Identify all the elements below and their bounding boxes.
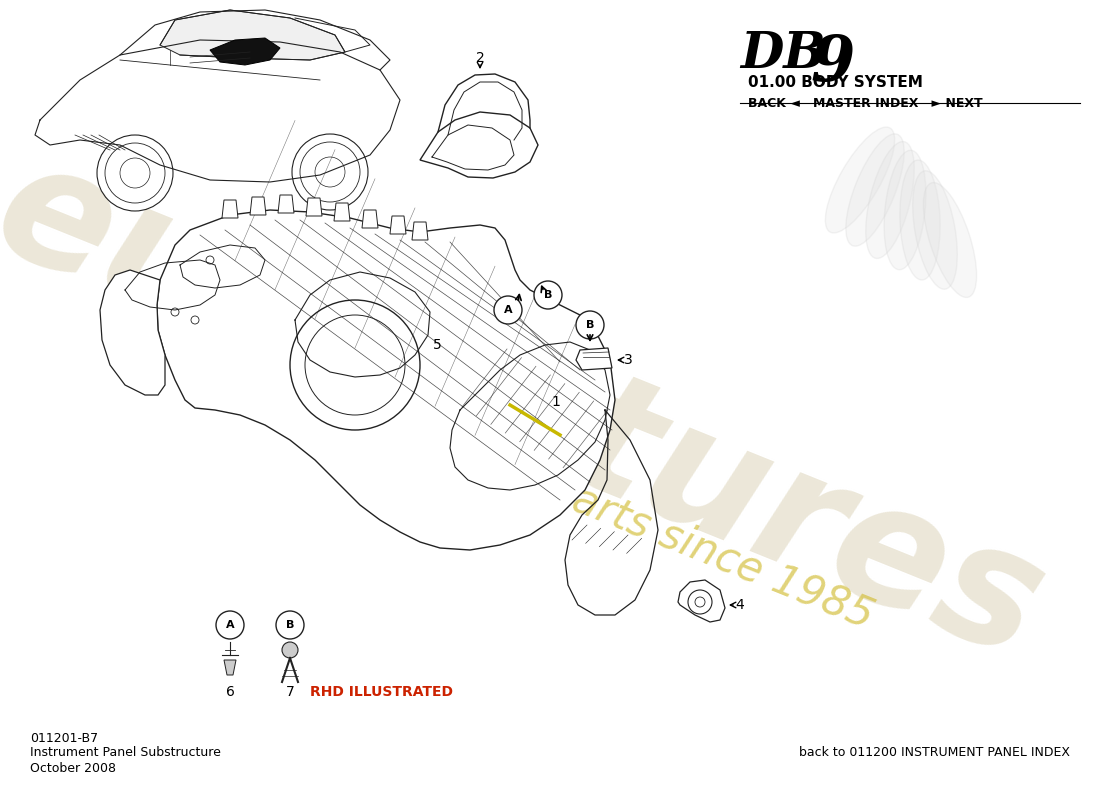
Polygon shape (420, 112, 538, 178)
Text: A: A (504, 305, 513, 315)
Text: B: B (586, 320, 594, 330)
Circle shape (216, 611, 244, 639)
Polygon shape (362, 210, 378, 228)
Ellipse shape (825, 127, 894, 233)
Circle shape (282, 642, 298, 658)
Polygon shape (412, 222, 428, 240)
Text: 9: 9 (810, 33, 855, 94)
Text: DB: DB (740, 30, 826, 79)
Polygon shape (224, 660, 236, 675)
Text: BACK ◄   MASTER INDEX   ► NEXT: BACK ◄ MASTER INDEX ► NEXT (748, 97, 982, 110)
Text: 7: 7 (286, 685, 295, 699)
Text: October 2008: October 2008 (30, 762, 116, 774)
Polygon shape (210, 38, 280, 65)
Ellipse shape (866, 142, 914, 258)
Polygon shape (160, 10, 345, 60)
Text: 6: 6 (226, 685, 234, 699)
Polygon shape (157, 210, 615, 550)
Text: eurofutures: eurofutures (0, 126, 1066, 694)
Polygon shape (100, 270, 165, 395)
Ellipse shape (884, 150, 926, 270)
Polygon shape (278, 195, 294, 213)
Circle shape (576, 311, 604, 339)
Circle shape (276, 611, 304, 639)
Text: 01.00 BODY SYSTEM: 01.00 BODY SYSTEM (748, 75, 923, 90)
Polygon shape (334, 203, 350, 221)
Polygon shape (250, 197, 266, 215)
Polygon shape (576, 348, 612, 370)
Text: B: B (543, 290, 552, 300)
Polygon shape (678, 580, 725, 622)
Ellipse shape (923, 182, 977, 298)
Text: a passion for parts since 1985: a passion for parts since 1985 (280, 362, 879, 638)
Ellipse shape (913, 171, 957, 289)
Text: RHD ILLUSTRATED: RHD ILLUSTRATED (310, 685, 453, 699)
Text: back to 011200 INSTRUMENT PANEL INDEX: back to 011200 INSTRUMENT PANEL INDEX (799, 746, 1070, 759)
Text: B: B (286, 620, 294, 630)
Text: 5: 5 (432, 338, 441, 352)
Ellipse shape (846, 134, 904, 246)
Text: 011201-B7: 011201-B7 (30, 731, 98, 745)
Text: Instrument Panel Substructure: Instrument Panel Substructure (30, 746, 221, 759)
Circle shape (534, 281, 562, 309)
Ellipse shape (900, 160, 940, 280)
Text: 4: 4 (736, 598, 745, 612)
Polygon shape (306, 198, 322, 216)
Circle shape (494, 296, 522, 324)
Polygon shape (222, 200, 238, 218)
Text: 1: 1 (551, 395, 560, 409)
Text: A: A (226, 620, 234, 630)
Text: 2: 2 (475, 51, 484, 65)
Polygon shape (390, 216, 406, 234)
Text: 3: 3 (624, 353, 632, 367)
